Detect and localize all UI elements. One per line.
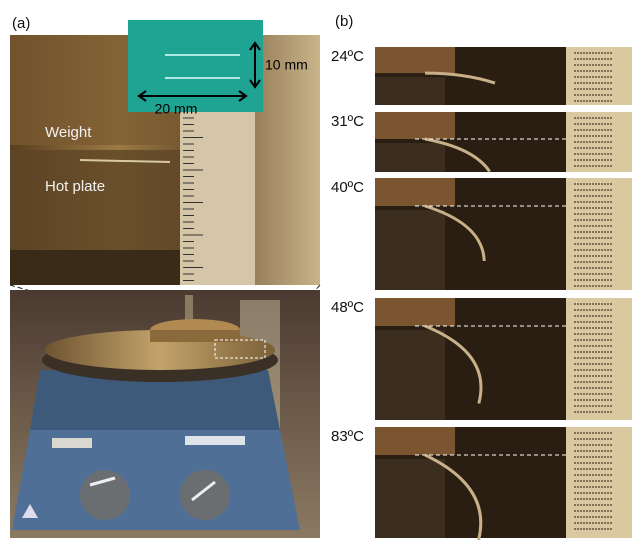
dimension-label: 10 mm xyxy=(265,57,308,73)
hot-plate xyxy=(375,210,445,290)
temperature-label: 40ºC xyxy=(331,179,364,196)
hot-plate xyxy=(375,143,445,172)
temperature-label: 48ºC xyxy=(331,299,364,316)
display xyxy=(52,438,92,448)
weight xyxy=(375,427,455,455)
knob xyxy=(180,470,230,520)
ruler xyxy=(566,47,632,105)
ruler xyxy=(566,427,632,538)
hot-plate xyxy=(375,330,445,420)
knob xyxy=(80,470,130,520)
hot-plate xyxy=(375,459,445,538)
annotation: Hot plate xyxy=(45,178,105,195)
panel-label: (b) xyxy=(335,13,353,30)
weight xyxy=(375,47,455,73)
brand-plate xyxy=(185,436,245,445)
weight xyxy=(375,112,455,139)
temperature-label: 83ºC xyxy=(331,428,364,445)
weight xyxy=(375,178,455,206)
weight xyxy=(375,298,455,326)
ruler xyxy=(566,178,632,290)
annotation: Weight xyxy=(45,124,92,141)
plate-base xyxy=(10,250,180,285)
dimension-label: 20 mm xyxy=(155,101,198,117)
frames: 24ºC 31ºC 40ºC 48ºC 83ºC xyxy=(331,47,632,540)
hot-plate xyxy=(375,77,445,105)
temperature-label: 24ºC xyxy=(331,48,364,65)
panel-label: (a) xyxy=(12,15,30,32)
figure: (a) Weight Hot plate 10 mm 20 mm (b) 24º… xyxy=(0,0,633,540)
temperature-label: 31ºC xyxy=(331,113,364,130)
hot-plate-block xyxy=(10,150,180,250)
